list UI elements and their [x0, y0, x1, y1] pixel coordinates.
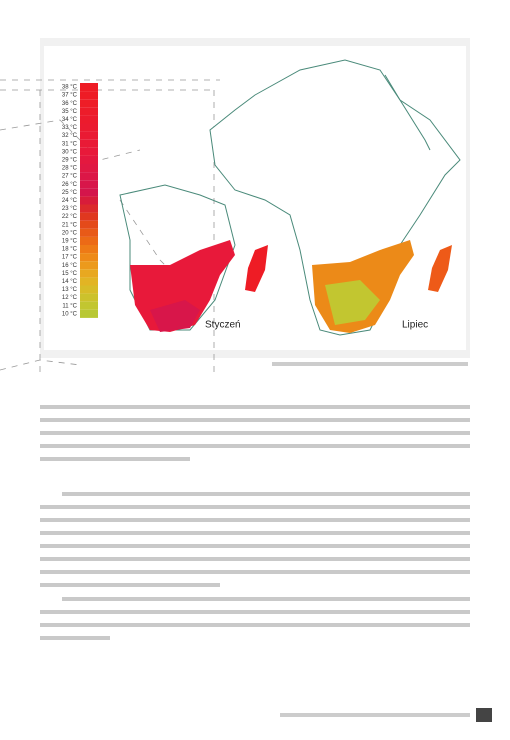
- legend-swatch: [80, 293, 98, 302]
- legend-swatch: [80, 107, 98, 116]
- legend-swatch: [80, 261, 98, 270]
- text-line: [40, 531, 470, 535]
- legend-label: 16 °C: [62, 263, 78, 269]
- legend-swatch: [80, 253, 98, 262]
- legend-label: 30 °C: [62, 149, 78, 155]
- legend-swatch: [80, 309, 98, 318]
- legend-label: 35 °C: [62, 109, 78, 115]
- legend-label: 22 °C: [62, 214, 78, 220]
- legend-swatch: [80, 228, 98, 237]
- legend-label: 25 °C: [62, 190, 78, 196]
- text-line: [40, 505, 470, 509]
- legend-swatch: [80, 212, 98, 221]
- left-outline: [119, 184, 236, 331]
- text-line: [40, 610, 470, 614]
- text-line: [62, 597, 470, 601]
- legend-swatch: [80, 236, 98, 245]
- legend-label: 27 °C: [62, 174, 78, 180]
- legend-swatch: [80, 301, 98, 310]
- red-sea: [384, 74, 431, 151]
- legend-label: 34 °C: [62, 117, 78, 123]
- legend-swatch: [80, 123, 98, 132]
- text-line: [40, 457, 190, 461]
- legend-swatch: [80, 269, 98, 278]
- legend-label: 11 °C: [62, 303, 77, 309]
- legend-swatch: [80, 285, 98, 294]
- legend-label: 19 °C: [62, 239, 78, 245]
- text-line: [40, 518, 470, 522]
- legend-swatch: [80, 115, 98, 124]
- legend-label: 32 °C: [62, 133, 78, 139]
- caption-placeholder: [272, 362, 468, 366]
- text-line: [62, 492, 470, 496]
- legend-swatch: [80, 139, 98, 148]
- text-line: [40, 623, 470, 627]
- legend-label: 23 °C: [62, 206, 78, 212]
- text-line: [40, 544, 470, 548]
- legend-swatch: [80, 83, 98, 92]
- legend-swatch: [80, 155, 98, 164]
- legend-swatch: [80, 220, 98, 229]
- body-text: [40, 405, 470, 640]
- text-line: [40, 570, 470, 574]
- madagascar-january: [245, 245, 268, 292]
- legend-label: 15 °C: [62, 271, 78, 277]
- page-number-box: [476, 708, 492, 722]
- legend-swatch: [80, 277, 98, 286]
- legend-label: 28 °C: [62, 166, 78, 172]
- legend-swatch: [80, 172, 98, 181]
- legend-label: 38 °C: [62, 85, 78, 91]
- panel-label: Styczeń: [205, 320, 241, 331]
- legend-label: 36 °C: [62, 101, 78, 107]
- text-line: [40, 557, 470, 561]
- legend: 38 °C 37 °C 36 °C 35 °C 34 °C 33 °C 32 °C 31 °C…: [62, 83, 98, 318]
- panel-label: Lipiec: [402, 320, 428, 331]
- legend-label: 17 °C: [62, 255, 78, 261]
- legend-swatch: [80, 91, 98, 100]
- legend-label: 29 °C: [62, 158, 78, 164]
- legend-swatch: [80, 164, 98, 173]
- legend-swatch: [80, 245, 98, 254]
- legend-label: 31 °C: [62, 141, 78, 147]
- legend-label: 26 °C: [62, 182, 78, 188]
- legend-swatch: [80, 99, 98, 108]
- legend-label: 33 °C: [62, 125, 78, 131]
- legend-label: 24 °C: [62, 198, 78, 204]
- text-line: [40, 405, 470, 409]
- region-july-south: [325, 280, 380, 325]
- text-line: [40, 636, 110, 640]
- legend-swatch: [80, 204, 98, 213]
- legend-swatch: [80, 180, 98, 189]
- legend-label: 14 °C: [62, 279, 78, 285]
- text-line: [40, 418, 470, 422]
- legend-swatch: [80, 131, 98, 140]
- madagascar-july: [428, 245, 452, 292]
- region-january-south: [150, 300, 200, 332]
- legend-label: 13 °C: [62, 287, 78, 293]
- text-line: [40, 583, 220, 587]
- legend-label: 37 °C: [62, 93, 78, 99]
- legend-label: 12 °C: [62, 295, 78, 301]
- footer-placeholder: [280, 713, 470, 717]
- legend-swatch: [80, 147, 98, 156]
- text-line: [40, 444, 470, 448]
- legend-label: 21 °C: [62, 222, 78, 228]
- legend-label: 20 °C: [62, 230, 78, 236]
- legend-swatch: [80, 188, 98, 197]
- africa-outline: [209, 59, 461, 336]
- legend-label: 18 °C: [62, 247, 78, 253]
- legend-swatch: [80, 196, 98, 205]
- legend-label: 10 °C: [62, 311, 78, 317]
- text-line: [40, 431, 470, 435]
